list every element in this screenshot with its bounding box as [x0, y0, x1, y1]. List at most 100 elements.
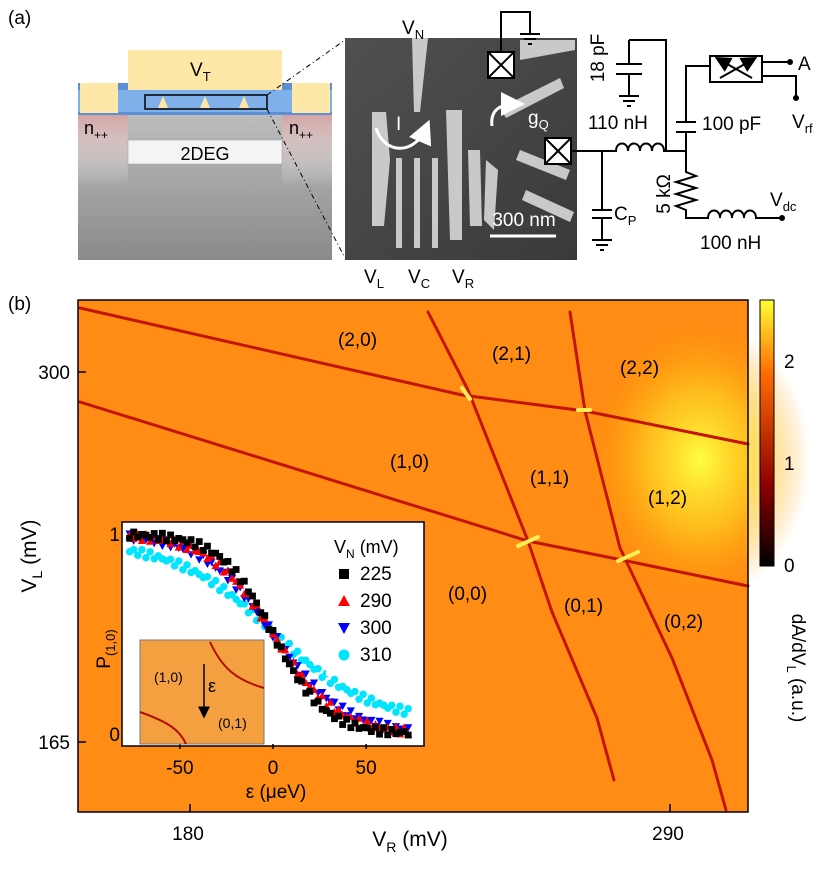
- data-point: [281, 645, 290, 654]
- data-point: [163, 537, 170, 545]
- ohmic-left: [80, 83, 118, 113]
- cap-cp: [592, 209, 612, 219]
- y-tick-label: 165: [38, 733, 70, 754]
- data-point: [166, 555, 175, 564]
- data-point: [137, 536, 146, 545]
- top-gate: [128, 50, 282, 90]
- x-tick-label: 180: [172, 824, 204, 845]
- inset-plot: -50 0 50 0 1 P(1,0) ε (μeV) VN (mV) 225 290 30…: [94, 521, 425, 803]
- data-point: [294, 676, 301, 684]
- data-point: [253, 599, 261, 607]
- transition-line-lower: [78, 400, 750, 588]
- zoom-box: [144, 94, 268, 110]
- inductor-110-label: 110 nH: [588, 113, 648, 134]
- legend-label: 310: [360, 645, 392, 666]
- data-point: [174, 543, 183, 551]
- inductor-bias-label: 100 nH: [700, 233, 761, 254]
- data-point: [359, 724, 367, 731]
- data-point: [199, 546, 207, 554]
- data-point: [142, 554, 150, 562]
- data-point: [338, 702, 347, 711]
- data-point: [351, 719, 359, 727]
- x-axis-label: VR (mV): [372, 828, 447, 855]
- inductor-110: [602, 142, 686, 152]
- cap-18pf-label: 18 pF: [588, 34, 609, 83]
- data-point: [388, 726, 396, 733]
- data-point: [195, 556, 204, 564]
- channel-label: 2DEG: [180, 144, 229, 164]
- panel-a-label: (a): [8, 8, 31, 29]
- state-label: (1,1): [530, 468, 569, 489]
- data-point: [314, 697, 322, 705]
- gate-right-label: VR: [452, 267, 474, 291]
- data-point: [367, 716, 376, 725]
- data-point: [290, 667, 297, 675]
- terminal-rf: [793, 95, 799, 101]
- colorbar: 0 1 2 dA/dVL (a.u.): [759, 299, 808, 722]
- data-point: [396, 728, 404, 736]
- data-point: [269, 627, 277, 634]
- inset-series-group: [125, 528, 413, 739]
- data-point: [158, 542, 167, 551]
- ohmic-right: [292, 83, 330, 113]
- contact-left-region: [78, 115, 128, 187]
- colorbar-tick: 2: [784, 352, 795, 373]
- zoom-line-top: [266, 39, 346, 96]
- data-point: [376, 730, 383, 738]
- data-point: [204, 542, 211, 550]
- data-point: [187, 536, 195, 544]
- data-point: [236, 578, 244, 586]
- inset-mini-map: (1,0) (0,1) ε: [139, 639, 265, 745]
- inset-y-label: P(1,0): [94, 629, 118, 668]
- state-label: (2,0): [338, 330, 377, 351]
- ground-cp: [592, 218, 612, 251]
- contact-left-label: n++: [84, 118, 108, 142]
- data-point: [179, 566, 187, 574]
- legend-label: 225: [360, 564, 392, 585]
- resistor-inductor-bias: [672, 151, 780, 219]
- data-point: [150, 530, 158, 537]
- data-point: [363, 724, 371, 732]
- data-point: [380, 724, 388, 731]
- data-point: [404, 731, 412, 739]
- data-point: [355, 725, 363, 732]
- data-point: [318, 705, 326, 713]
- cap-100pf-label: 100 pF: [702, 114, 761, 135]
- data-point: [297, 670, 306, 678]
- cap-18pf: [616, 40, 642, 107]
- ground-contact-box: [487, 51, 515, 79]
- transition-line-upper: [78, 306, 750, 446]
- main-axes: 300 165 180 290 VR (mV) VL (mV): [18, 363, 684, 855]
- data-point: [277, 643, 285, 651]
- terminal-a: [787, 59, 793, 65]
- data-point: [203, 554, 212, 563]
- heatmap-frame: [77, 299, 749, 813]
- data-point: [216, 553, 224, 560]
- output-label: A: [798, 54, 811, 75]
- charge-transitions: [78, 306, 750, 812]
- circuit: [500, 11, 797, 251]
- data-point: [326, 709, 334, 717]
- data-point: [220, 582, 228, 591]
- data-point: [347, 724, 355, 732]
- sensor-contact-box: [544, 137, 572, 165]
- state-label: (0,1): [564, 596, 603, 617]
- data-point: [273, 641, 281, 649]
- data-point: [145, 537, 155, 545]
- gate-left-label: VL: [364, 267, 384, 291]
- state-label: (0,0): [448, 584, 487, 605]
- data-point: [191, 543, 199, 551]
- data-point: [126, 534, 133, 542]
- zoom-line-bottom: [266, 108, 346, 259]
- data-point: [183, 561, 191, 569]
- dc-label: Vdc: [770, 190, 797, 214]
- top-gate-label: VT: [190, 60, 211, 84]
- y-axis-label: VL (mV): [18, 519, 45, 592]
- inset-ticks: -50 0 50 0 1: [109, 525, 376, 779]
- data-point: [359, 690, 367, 698]
- data-point: [240, 577, 248, 585]
- mini-map-line: [139, 711, 187, 745]
- data-point: [318, 691, 327, 700]
- data-point: [261, 612, 269, 620]
- sem-image: I gQ 300 nm: [345, 38, 577, 260]
